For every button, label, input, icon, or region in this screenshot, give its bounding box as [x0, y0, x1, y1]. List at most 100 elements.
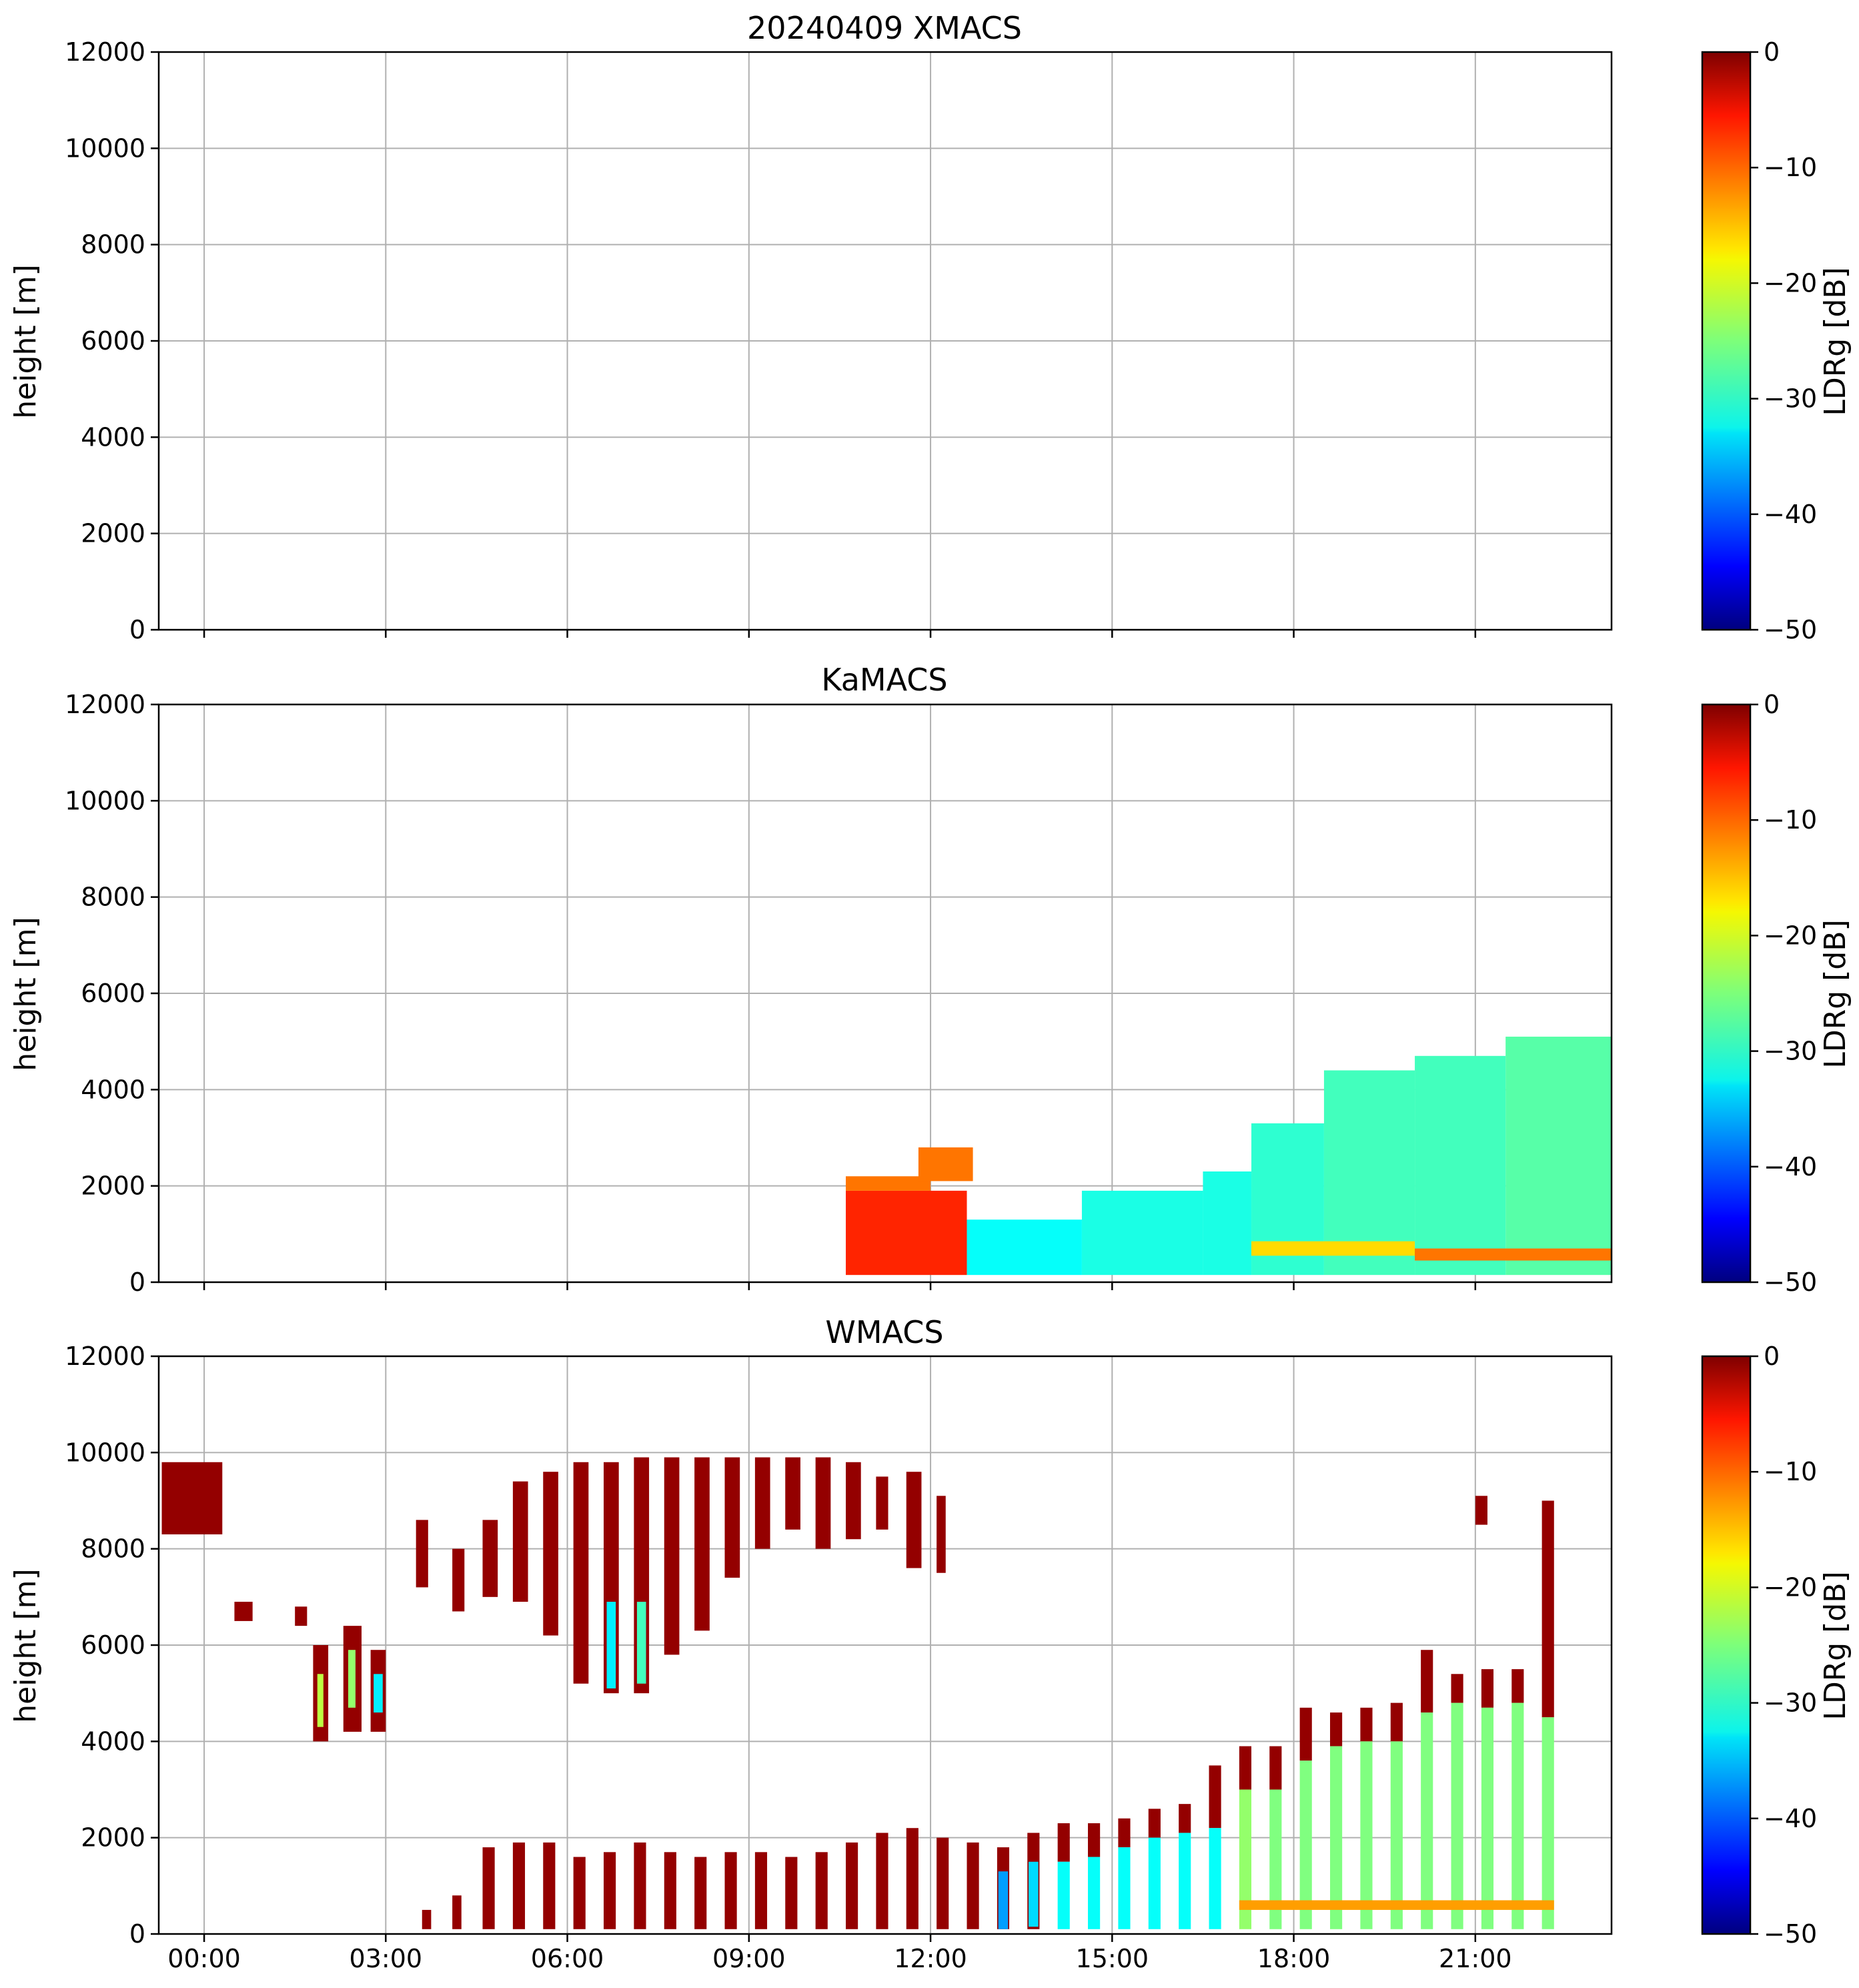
colorbar-tick-label: −40 — [1764, 1804, 1817, 1833]
echo-region — [876, 1833, 888, 1929]
echo-region — [1148, 1809, 1161, 1838]
colorbar-tick-label: 0 — [1764, 690, 1780, 719]
echo-region — [512, 1842, 526, 1929]
colorbar-tick-label: −40 — [1764, 500, 1817, 529]
echo-region — [906, 1828, 918, 1929]
echo-region — [452, 1548, 465, 1612]
echo-region — [161, 1462, 223, 1535]
y-tick-label: 0 — [129, 615, 145, 644]
echo-region — [1330, 1746, 1343, 1929]
panel-title: WMACS — [825, 1314, 943, 1350]
echo-region — [754, 1852, 768, 1929]
colorbar-tick-label: −40 — [1764, 1152, 1817, 1181]
y-tick-label: 10000 — [65, 1438, 145, 1467]
y-tick-label: 0 — [129, 1919, 145, 1949]
echo-region — [1299, 1707, 1312, 1761]
echo-region — [482, 1520, 498, 1597]
y-axis: 0 2000 4000 6000 8000 10000 12000 — [65, 37, 159, 644]
echo-region — [604, 1852, 616, 1929]
echo-region — [1415, 1055, 1506, 1276]
echo-region — [1421, 1650, 1433, 1713]
echo-region — [967, 1842, 979, 1929]
echo-region — [724, 1457, 740, 1578]
echo-region — [348, 1650, 356, 1708]
x-tick-label: 03:00 — [350, 1944, 423, 1973]
colorbar-tick-label: −10 — [1764, 1457, 1817, 1486]
colorbar-tick-label: 0 — [1764, 1342, 1780, 1371]
echo-region — [1330, 1712, 1343, 1747]
echo-region — [1481, 1707, 1494, 1929]
echo-region — [1081, 1190, 1203, 1276]
y-axis-label: height [m] — [9, 264, 43, 418]
echo-region — [573, 1462, 589, 1684]
y-tick-label: 10000 — [65, 786, 145, 815]
echo-region — [374, 1674, 383, 1713]
echo-region — [512, 1481, 528, 1602]
echo-region — [1239, 1789, 1252, 1929]
y-tick-label: 8000 — [81, 1534, 145, 1564]
y-tick-label: 2000 — [81, 519, 145, 548]
echo-region — [1239, 1900, 1554, 1910]
echo-region — [636, 1602, 646, 1684]
echo-region — [1118, 1818, 1131, 1848]
echo-region — [482, 1847, 495, 1929]
colorbar-axis: 0 −10 −20 −30 −40 −50 — [1750, 37, 1817, 644]
y-tick-label: 8000 — [81, 230, 145, 260]
y-tick-label: 10000 — [65, 133, 145, 163]
echo-region — [1029, 1861, 1039, 1927]
echo-region — [937, 1496, 946, 1573]
echo-region — [1057, 1823, 1070, 1862]
y-axis-label: height [m] — [9, 917, 43, 1071]
echo-region — [234, 1602, 253, 1621]
colorbar — [1701, 703, 1752, 1284]
colorbar-tick-label: −10 — [1764, 805, 1817, 835]
echo-region — [1209, 1828, 1221, 1929]
colorbar-label: LDRg [dB] — [1818, 919, 1852, 1068]
echo-region — [422, 1909, 432, 1929]
echo-region — [876, 1476, 888, 1530]
x-axis — [203, 1282, 1477, 1290]
colorbar-tick-label: −30 — [1764, 1688, 1817, 1718]
y-axis: 0 2000 4000 6000 8000 10000 12000 — [65, 1342, 159, 1949]
echo-region — [815, 1457, 831, 1549]
echo-region — [1299, 1761, 1312, 1929]
colorbar-tick-label: −50 — [1764, 1268, 1817, 1297]
echo-region — [785, 1457, 800, 1530]
echo-region — [1541, 1717, 1554, 1929]
x-tick-label: 15:00 — [1076, 1944, 1149, 1973]
panel-kamacs: KaMACS height [m] 0 2000 4000 6000 8000 10000… — [9, 662, 1852, 1297]
colorbar-tick-label: 0 — [1764, 37, 1780, 67]
echo-region — [724, 1852, 737, 1929]
echo-region — [1541, 1500, 1554, 1718]
echo-region — [1451, 1674, 1463, 1703]
echo-region — [1505, 1036, 1612, 1276]
echo-region — [1179, 1804, 1191, 1833]
colorbar — [1701, 1355, 1752, 1935]
echo-region — [1360, 1741, 1373, 1929]
echo-region — [1148, 1837, 1161, 1929]
y-tick-label: 12000 — [65, 37, 145, 67]
colorbar-tick-label: −30 — [1764, 384, 1817, 414]
echo-region — [1251, 1241, 1415, 1256]
colorbar-axis: 0 −10 −20 −30 −40 −50 — [1750, 1342, 1817, 1949]
y-tick-label: 4000 — [81, 422, 145, 452]
echo-region — [1179, 1833, 1191, 1929]
echo-region — [754, 1457, 770, 1549]
echo-region — [1209, 1765, 1221, 1829]
echo-region — [1269, 1789, 1282, 1929]
echo-region — [1390, 1702, 1403, 1742]
x-axis — [203, 630, 1477, 638]
colorbar-label: LDRg [dB] — [1818, 1571, 1852, 1720]
echo-region — [846, 1842, 858, 1929]
echo-region — [543, 1842, 556, 1929]
ldr-echoes — [846, 1036, 1612, 1276]
echo-region — [918, 1147, 973, 1181]
echo-region — [317, 1674, 324, 1727]
colorbar-tick-label: −20 — [1764, 921, 1817, 950]
echo-region — [998, 1871, 1009, 1929]
echo-region — [1511, 1669, 1524, 1703]
colorbar-label: LDRg [dB] — [1818, 267, 1852, 416]
y-tick-label: 4000 — [81, 1075, 145, 1104]
echo-region — [846, 1462, 861, 1540]
x-tick-label: 18:00 — [1257, 1944, 1331, 1973]
